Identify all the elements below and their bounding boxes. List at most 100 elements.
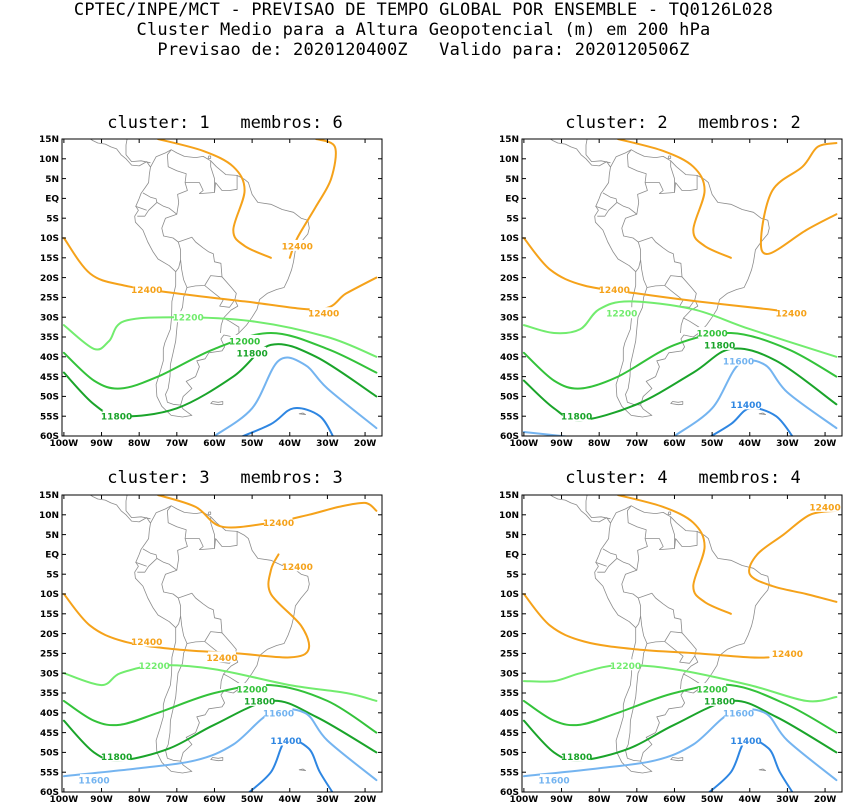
contour-label-12400: 12400 [131,638,162,648]
lon-tick-label: 20W [354,439,377,449]
lat-tick-label: 5S [506,570,519,580]
lat-tick-label: 30S [40,313,59,323]
lat-tick-label: 15S [40,610,59,620]
contour-11600 [673,359,838,436]
central-america-caribbean-coast [125,495,151,520]
contour-label-12200: 12200 [172,314,203,324]
lon-axis: 100W 90W 80W 70W 60W 50W 40W 30W 20W [510,139,836,449]
lat-tick-label: 40S [500,709,519,719]
country-border [640,615,683,644]
island-outline [758,412,766,415]
lat-tick-label: 25S [40,294,59,304]
contour-label-bg [102,750,131,762]
contour-label-bg [611,659,640,671]
contour-label-bg [174,311,203,323]
contour-label-11800: 11800 [561,413,592,423]
lat-tick-label: 40S [500,353,519,363]
lon-tick-label: 100W [510,439,539,449]
contour-label-bg [283,239,312,251]
lat-tick-label: EQ [505,195,519,205]
lat-tick-label: 50S [500,749,519,759]
lat-tick-label: 5N [45,531,59,541]
lat-tick-label: 5N [505,175,519,185]
lon-tick-label: 20W [354,795,377,805]
contour-label-12200: 12200 [610,662,641,672]
country-border [185,160,215,194]
lat-tick-label: 20S [40,630,59,640]
central-america-caribbean-coast [125,139,151,164]
lon-tick-label: 30W [776,439,799,449]
lon-tick-label: 100W [510,795,539,805]
contour-label-12400: 12400 [308,310,339,320]
lat-tick-label: 45S [500,373,519,383]
contour-label-11600: 11600 [78,777,109,787]
country-border [180,615,223,644]
contour-label-11800: 11800 [101,413,132,423]
lon-tick-label: 60W [663,795,686,805]
country-border [616,558,638,571]
lat-tick-label: 35S [40,689,59,699]
contour-label-12000: 12000 [229,337,260,347]
island-outline [210,401,224,406]
contour-label-bg [698,327,727,339]
lat-tick-label: 30S [40,669,59,679]
plot-area [62,495,378,792]
lat-tick-label: 45S [500,729,519,739]
lon-axis: 100W 90W 80W 70W 60W 50W 40W 30W 20W [50,495,377,805]
lat-tick-label: 35S [500,333,519,343]
lat-tick-label: 55S [500,768,519,778]
contour-labels: 1240012400122001200011800116001140011800… [538,500,841,787]
contour-label-bg [230,334,259,346]
contour-12400 [62,237,378,311]
country-border [137,192,158,217]
lon-tick-label: 100W [50,439,79,449]
panel-4-title: cluster: 4 membros: 4 [565,468,801,488]
central-america-caribbean-coast [585,495,611,520]
country-border [161,505,188,628]
contour-label-12000: 12000 [696,330,727,340]
country-border [680,317,684,334]
lon-axis: 100W 90W 80W 70W 60W 50W 40W 30W 20W [50,139,377,449]
south-america-coast [134,505,310,774]
lat-tick-label: 30S [500,313,519,323]
contour-12000 [522,683,838,734]
country-border [214,531,238,549]
contour-label-12000: 12000 [236,686,267,696]
south-america-coast [594,505,770,774]
country-border [135,561,147,567]
contour-label-11800: 11800 [244,697,275,707]
country-border [185,516,215,550]
lat-tick-label: 40S [40,709,59,719]
lon-tick-label: 40W [279,795,302,805]
contour-label-bg [705,694,734,706]
lon-tick-label: 80W [128,795,151,805]
lon-tick-label: 50W [241,795,264,805]
country-border [621,505,648,628]
contour-12400 [522,593,770,659]
contour-12400 [759,142,838,255]
contour-label-12200: 12200 [606,310,637,320]
lat-tick-label: 15S [500,610,519,620]
contour-12400 [522,237,796,315]
lat-tick-label: 5S [506,214,519,224]
island-outline [667,155,672,159]
contour-12400 [62,553,311,659]
contour-label-bg [607,307,636,319]
lon-tick-label: 80W [588,439,611,449]
contour-11600 [213,356,378,436]
contour-label-11400: 11400 [730,737,761,747]
contour-label-12400: 12400 [282,242,313,252]
contour-label-bg [283,560,312,572]
contour-11600 [522,708,838,782]
central-america-pacific-coast [89,139,151,168]
lat-tick-label: EQ [45,551,59,561]
contour-lines [62,139,378,436]
panel-3-title: cluster: 3 membros: 3 [107,468,343,488]
contour-label-11800: 11800 [561,753,592,763]
contour-label-bg [705,338,734,350]
coastlines [89,495,310,774]
country-border [180,259,223,288]
country-border [220,673,224,690]
lat-tick-label: 55S [40,768,59,778]
central-america-pacific-coast [549,495,611,524]
